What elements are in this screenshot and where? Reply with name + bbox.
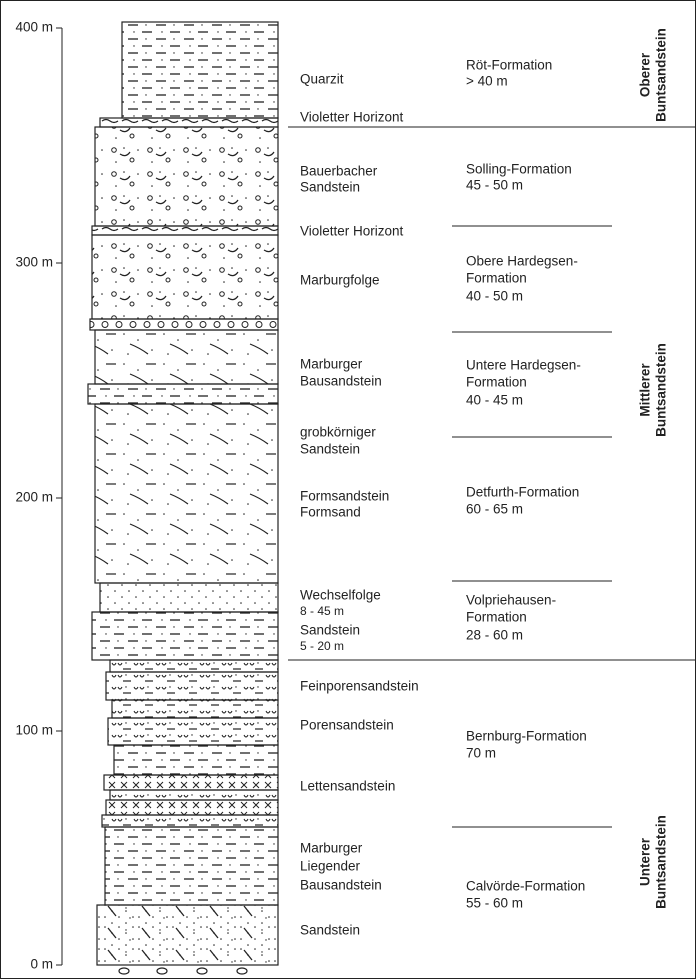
column	[88, 22, 278, 974]
lithology-label: Lettensandstein	[300, 779, 395, 794]
lithology-label: 5 - 20 m	[300, 639, 344, 653]
lithology-label: Feinporensandstein	[300, 679, 419, 694]
formation-label: Solling-Formation	[466, 162, 572, 177]
group-label: Oberer	[638, 52, 653, 97]
lithology-label: Marburger	[300, 841, 363, 856]
lithology-label: Formsandstein	[300, 489, 389, 504]
formation-label: Untere Hardegsen-	[466, 358, 581, 373]
formation-label: Formation	[466, 375, 527, 390]
lithology-label: grobkörniger	[300, 425, 376, 440]
formation-label: Formation	[466, 610, 527, 625]
formation-label: 40 - 45 m	[466, 393, 523, 408]
scale-label: 0 m	[30, 957, 53, 972]
formation-label: 45 - 50 m	[466, 178, 523, 193]
formation-label: 28 - 60 m	[466, 628, 523, 643]
lithology-label: Sandstein	[300, 923, 360, 938]
lithology-label: Bausandstein	[300, 878, 382, 893]
formation-label: 60 - 65 m	[466, 502, 523, 517]
formation-label: 55 - 60 m	[466, 896, 523, 911]
scale-label: 300 m	[15, 255, 53, 270]
scale-axis	[56, 28, 62, 965]
formation-label: Formation	[466, 271, 527, 286]
group-label: Buntsandstein	[654, 815, 669, 909]
group-label: Mittlerer	[638, 363, 653, 417]
lithology-label: 8 - 45 m	[300, 604, 344, 618]
formation-label: Detfurth-Formation	[466, 485, 579, 500]
lithology-label: Marburger	[300, 357, 363, 372]
lithology-label: Bauerbacher	[300, 164, 378, 179]
lithology-label: Sandstein	[300, 180, 360, 195]
formation-label: Calvörde-Formation	[466, 879, 585, 894]
formation-label: Obere Hardegsen-	[466, 254, 578, 269]
lithology-label: Formsand	[300, 505, 361, 520]
lithology-label: Liegender	[300, 859, 361, 874]
formation-label: > 40 m	[466, 74, 508, 89]
lithology-label: Sandstein	[300, 623, 360, 638]
lithology-label: Quarzit	[300, 72, 344, 87]
lithology-label: Marburgfolge	[300, 273, 380, 288]
lithology-label: Violetter Horizont	[300, 110, 404, 125]
lithology-label: Wechselfolge	[300, 588, 381, 603]
diagram: 400 m 300 m 200 m 100 m 0 m	[0, 0, 696, 979]
group-label: Buntsandstein	[654, 343, 669, 437]
formation-label: Röt-Formation	[466, 58, 552, 73]
formation-label: 40 - 50 m	[466, 289, 523, 304]
scale-label: 200 m	[15, 490, 53, 505]
scale-label: 100 m	[15, 723, 53, 738]
formation-label: Bernburg-Formation	[466, 729, 587, 744]
lithology-label: Sandstein	[300, 442, 360, 457]
formation-label: Volpriehausen-	[466, 593, 556, 608]
lithology-label: Bausandstein	[300, 374, 382, 389]
group-label: Unterer	[638, 837, 653, 886]
scale-label: 400 m	[15, 20, 53, 35]
lithology-label: Porensandstein	[300, 718, 394, 733]
formation-label: 70 m	[466, 746, 496, 761]
group-label: Buntsandstein	[654, 28, 669, 122]
scale-labels: 400 m 300 m 200 m 100 m 0 m	[15, 20, 53, 972]
lithology-label: Violetter Horizont	[300, 224, 404, 239]
